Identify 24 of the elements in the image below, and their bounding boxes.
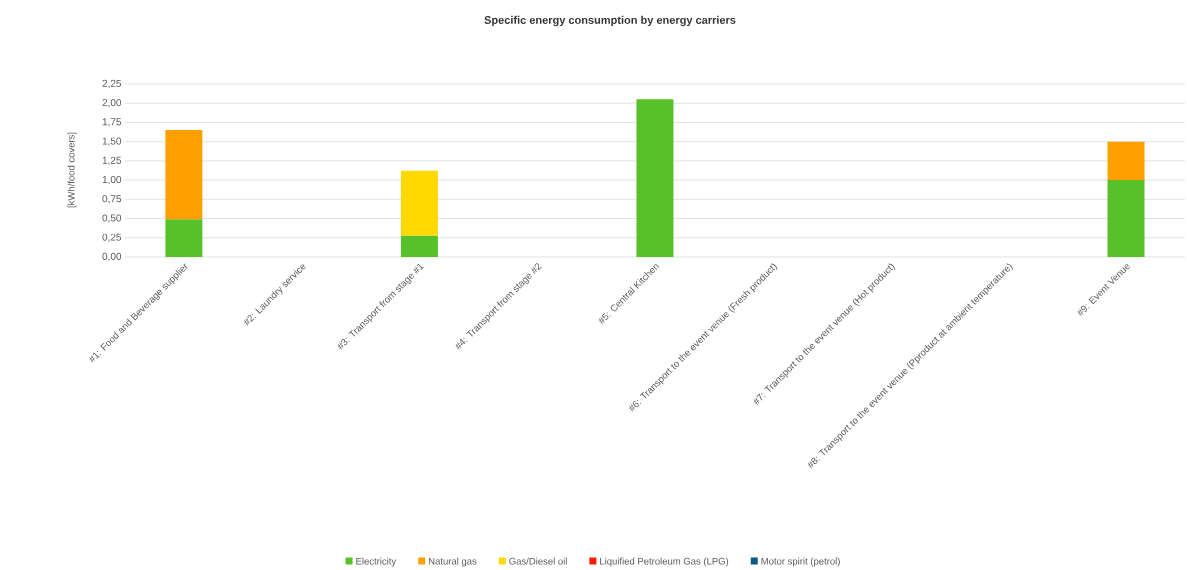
legend-label: Gas/Diesel oil xyxy=(509,557,567,565)
y-tick-label: 0,25 xyxy=(102,233,122,242)
y-tick-label: 2,25 xyxy=(102,79,122,89)
bar xyxy=(1107,180,1145,257)
y-tick-label: 0,00 xyxy=(102,252,122,262)
y-tick-label: 0,50 xyxy=(102,214,122,223)
bar xyxy=(165,130,203,220)
y-tick-label: 0,75 xyxy=(102,195,122,204)
legend-label: Liquified Petroleum Gas (LPG) xyxy=(600,557,729,567)
chart-title: Specific energy consumption by energy carriers xyxy=(484,15,736,27)
y-tick-label: 1,25 xyxy=(102,156,122,166)
bar xyxy=(165,219,203,257)
bar xyxy=(400,235,438,257)
legend-label: Motor spirit (petrol) xyxy=(761,557,840,567)
bar xyxy=(400,170,438,236)
bar xyxy=(1107,141,1145,181)
y-tick-label: 2,00 xyxy=(102,99,122,108)
y-tick-label: 1,50 xyxy=(102,137,122,146)
y-tick-label: 1,75 xyxy=(102,118,122,127)
y-tick-label: 1,00 xyxy=(102,175,122,185)
bar xyxy=(636,99,674,257)
legend-label: Natural gas xyxy=(428,557,477,567)
y-axis-title: [kWh/food covers] xyxy=(67,132,77,208)
legend-label: Electricity xyxy=(356,557,397,567)
